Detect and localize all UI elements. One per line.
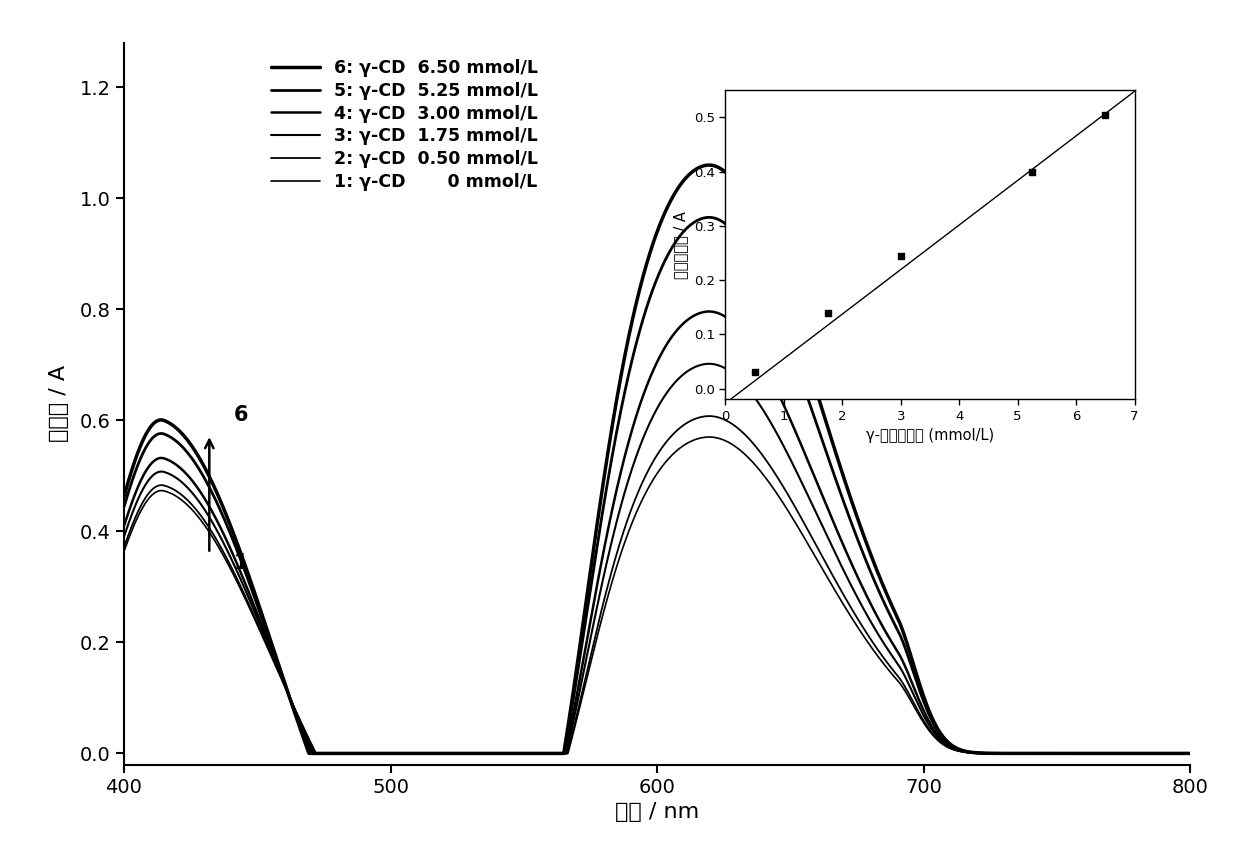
Y-axis label: 吸光度 / A: 吸光度 / A (48, 365, 68, 442)
Legend: 6: γ-CD  6.50 mmol/L, 5: γ-CD  5.25 mmol/L, 4: γ-CD  3.00 mmol/L, 3: γ-CD  1.75 : 6: γ-CD 6.50 mmol/L, 5: γ-CD 5.25 mmol/L… (272, 59, 538, 192)
Point (1023, 165, 1043, 179)
X-axis label: 波长 / nm: 波长 / nm (615, 802, 699, 822)
Y-axis label: 吸光度差値 / A: 吸光度差値 / A (673, 210, 688, 279)
Point (818, 306, 838, 320)
Point (890, 249, 910, 263)
Point (745, 365, 765, 379)
X-axis label: γ-环糊精浓度 (mmol/L): γ-环糊精浓度 (mmol/L) (866, 429, 994, 443)
Text: 1: 1 (233, 553, 248, 573)
Text: 6: 6 (233, 405, 248, 425)
Point (1095, 107, 1115, 121)
